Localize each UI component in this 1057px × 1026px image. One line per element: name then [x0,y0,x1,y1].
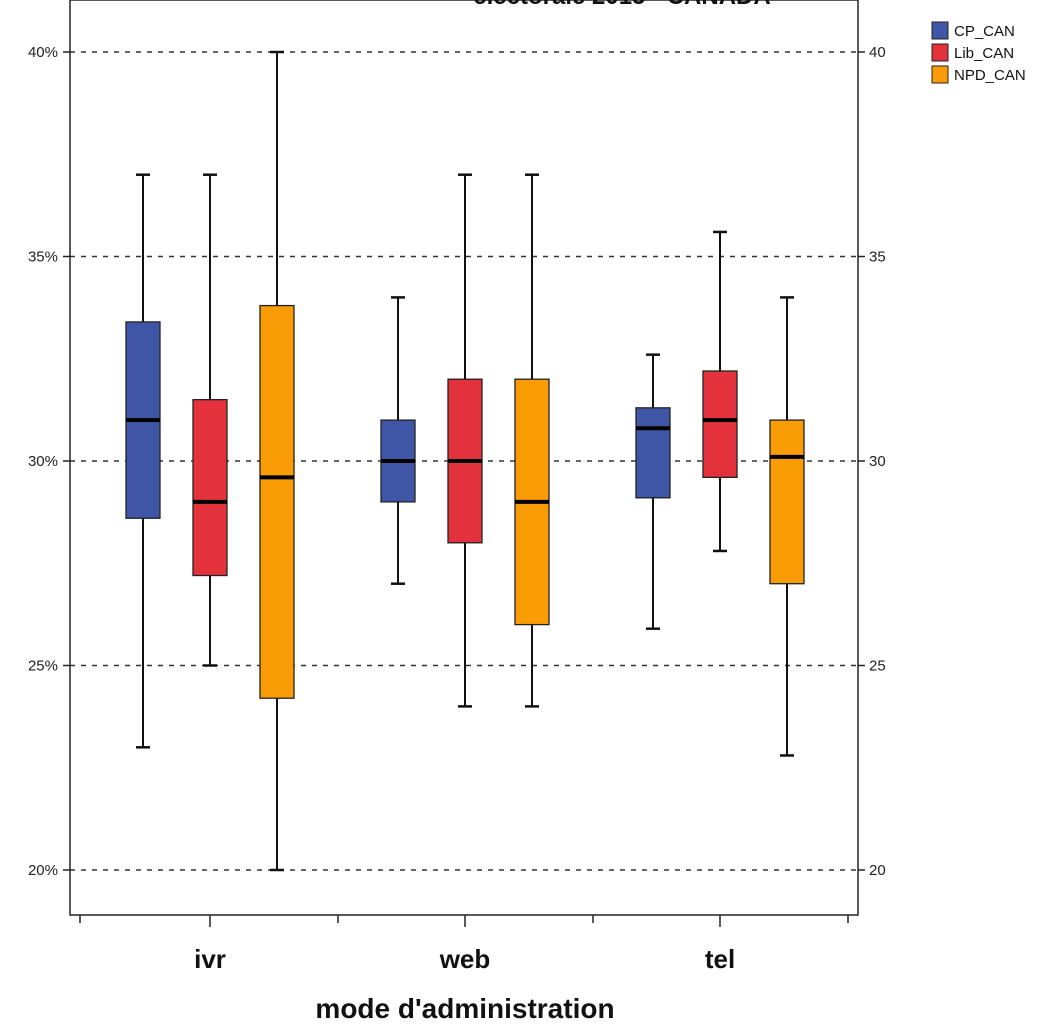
chart-title: électorale 2015 - CANADA [473,0,770,10]
left-tick-label: 40% [28,44,58,61]
iqr-box [259,304,295,699]
left-tick-label: 35% [28,249,58,266]
left-tick-label: 20% [28,862,58,879]
right-tick-label: 25 [869,658,886,675]
legend-label-CP_CAN: CP_CAN [954,23,1015,40]
iqr-box [769,419,805,585]
right-tick-label: 20 [869,862,886,879]
category-label-tel: tel [705,944,735,974]
box-CP_CAN-tel [635,353,671,630]
right-tick-label: 40 [869,44,886,61]
x-axis-label: mode d'administration [315,993,614,1024]
legend: CP_CAN Lib_CAN NPD_CAN [931,21,1026,84]
left-tick-label: 30% [28,453,58,470]
category-label-ivr: ivr [194,944,226,974]
box-plots [125,50,805,872]
legend-swatch-CP_CAN [931,21,949,40]
box-NPD_CAN-tel [769,296,805,757]
plot-frame [69,0,859,916]
box-CP_CAN-ivr [125,173,161,749]
box-Lib_CAN-ivr [192,173,228,667]
box-CP_CAN-web [380,296,416,585]
right-tick-label: 30 [869,453,886,470]
category-label-web: web [439,944,491,974]
left-tick-label: 25% [28,658,58,675]
right-tick-label: 35 [869,249,886,266]
legend-swatch-NPD_CAN [931,65,949,84]
box-NPD_CAN-ivr [259,50,295,872]
axes: 20% 20 25% 25 30% 30 35% 35 40% 40 ivr web tel [28,44,886,974]
box-NPD_CAN-web [514,173,550,708]
iqr-box [192,398,228,577]
iqr-box [702,370,738,479]
legend-label-Lib_CAN: Lib_CAN [954,45,1014,62]
box-Lib_CAN-web [447,173,483,708]
legend-swatch-Lib_CAN [931,43,949,62]
box-Lib_CAN-tel [702,230,738,553]
iqr-box [635,407,671,499]
legend-label-NPD_CAN: NPD_CAN [954,67,1026,84]
